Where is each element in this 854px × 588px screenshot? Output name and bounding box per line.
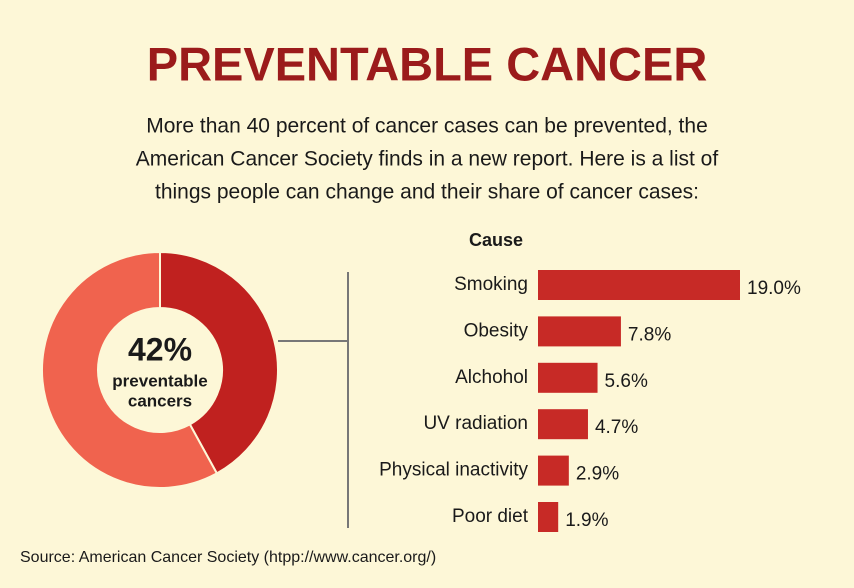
- value-label: 1.9%: [565, 510, 608, 531]
- category-label: Obesity: [464, 320, 529, 341]
- bar: [538, 455, 569, 486]
- value-label: 7.8%: [628, 324, 671, 345]
- title: PREVENTABLE CANCER: [147, 37, 708, 90]
- donut-center-text: cancers: [128, 391, 192, 410]
- category-label: UV radiation: [423, 413, 528, 434]
- donut-slice: [159, 250, 279, 475]
- subtitle-line: things people can change and their share…: [155, 181, 699, 204]
- category-label: Smoking: [454, 274, 528, 295]
- bar: [538, 409, 588, 440]
- bar: [538, 502, 559, 532]
- bar: [538, 270, 740, 300]
- source: Source: American Cancer Society (htpp://…: [20, 549, 436, 566]
- value-label: 5.6%: [605, 371, 648, 392]
- subtitle-line: More than 40 percent of cancer cases can…: [146, 115, 708, 138]
- donut-value-label: 42%: [128, 331, 192, 367]
- category-label: Physical inactivity: [379, 460, 528, 481]
- donut-hole: [99, 309, 221, 431]
- value-label: 4.7%: [595, 417, 638, 438]
- value-label: 19.0%: [747, 278, 801, 299]
- category-label: Poor diet: [452, 506, 529, 527]
- value-label: 2.9%: [576, 464, 619, 485]
- donut-slice: [41, 250, 219, 489]
- donut-center-text: preventable: [112, 371, 207, 390]
- bar: [538, 362, 598, 393]
- category-label: Alchohol: [455, 367, 528, 388]
- subtitle-line: American Cancer Society finds in a new r…: [136, 148, 719, 171]
- bar: [538, 316, 621, 347]
- axis-label: Cause: [469, 230, 523, 250]
